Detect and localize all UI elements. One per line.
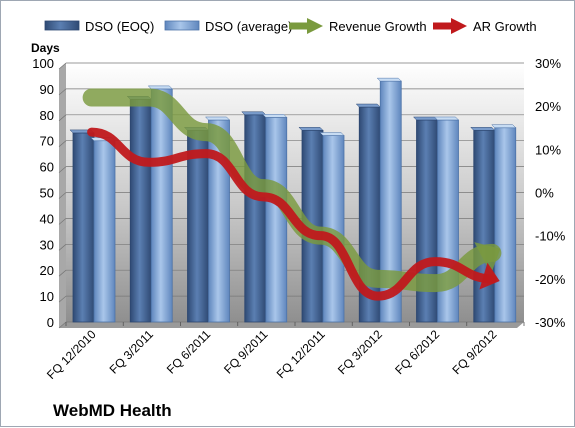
line-ar-growth	[87, 127, 497, 301]
gridline-edge	[58, 88, 67, 96]
x-axis-categories: FQ 12/2010 FQ 3/2011 FQ 6/2011 FQ 9/2011 FQ …	[44, 327, 500, 382]
y-tick-label: 70	[40, 134, 54, 149]
bar-top-dso-eoq	[298, 127, 324, 131]
legend-label-dso-average: DSO (average)	[205, 19, 292, 34]
lines-layer	[82, 88, 502, 301]
bar-dso-eoq	[473, 129, 496, 323]
x-category-label: FQ 12/2011	[274, 327, 328, 381]
y-tick-label: 90	[40, 82, 54, 97]
y-tick-label: 0	[47, 315, 54, 330]
legend-swatch-dso-average	[164, 20, 200, 31]
gridline-edge	[58, 192, 67, 199]
y2-tick-label: 10%	[535, 142, 561, 157]
y2-tick-label: -30%	[535, 315, 566, 330]
arrowhead-revenue-growth	[474, 242, 501, 274]
y-tick-label: 100	[32, 56, 54, 71]
gridline-edge	[58, 140, 67, 147]
line-group-ar-growth	[87, 127, 500, 301]
gridline-edge	[58, 321, 67, 329]
y-tick-label: 80	[40, 108, 54, 123]
y-tick-label: 30	[40, 237, 54, 252]
bar-top-dso-eoq	[241, 111, 267, 116]
y2-tick-label: -20%	[535, 272, 566, 287]
x-category-label: FQ 3/2012	[335, 327, 385, 377]
legend: DSO (EOQ) DSO (average) Revenue Growth A…	[44, 18, 537, 34]
bar-top-dso-average	[376, 77, 402, 82]
x-category-label: FQ 12/2010	[44, 327, 99, 382]
x-category-label: FQ 6/2011	[164, 327, 214, 377]
x-category-label: FQ 6/2012	[392, 327, 442, 377]
bar-top-dso-average	[319, 132, 345, 136]
bar-top-dso-eoq	[412, 116, 439, 121]
bar-top-dso-eoq	[355, 103, 381, 108]
gridline-edge	[58, 269, 67, 277]
bar-top-dso-average	[204, 116, 231, 121]
y-axis-label: Days	[31, 41, 60, 55]
bar-top-dso-eoq	[470, 127, 496, 131]
y-axis-ticks: 0 10 20 30 40 50 60 70 80 90 100	[32, 56, 54, 330]
gridline-edge	[58, 62, 67, 70]
y-tick-label: 10	[40, 289, 54, 304]
gridline-edge	[58, 166, 67, 173]
legend-arrow-revenue-growth	[289, 18, 323, 34]
y2-tick-label: -10%	[535, 229, 566, 244]
bar-dso-eoq	[129, 98, 152, 323]
x-category-label: FQ 9/2011	[221, 327, 271, 377]
y-tick-label: 50	[40, 186, 54, 201]
bar-top-dso-average	[262, 114, 288, 118]
bar-dso-eoq	[72, 132, 95, 323]
gridline-edge	[58, 295, 67, 303]
bar-dso-average	[93, 140, 116, 323]
plot-floor	[59, 322, 524, 328]
gridline-edge	[58, 114, 67, 122]
gridline-edge	[58, 218, 67, 225]
legend-label-ar-growth: AR Growth	[473, 19, 537, 34]
y2-tick-label: 20%	[535, 99, 561, 114]
bar-dso-average	[150, 88, 173, 323]
arrowhead-ar-growth	[479, 262, 500, 290]
y-tick-label: 40	[40, 211, 54, 226]
bar-dso-average	[494, 127, 517, 323]
bar-top-dso-average	[491, 124, 517, 128]
y2-tick-label: 30%	[535, 56, 561, 71]
legend-arrow-ar-growth	[433, 18, 467, 34]
legend-label-revenue-growth: Revenue Growth	[329, 19, 427, 34]
legend-label-dso-eoq: DSO (EOQ)	[85, 19, 154, 34]
y2-axis-ticks: -30% -20% -10% 0% 10% 20% 30%	[535, 56, 566, 330]
gridline-edge	[58, 244, 67, 251]
y-tick-label: 20	[40, 263, 54, 278]
y-tick-label: 60	[40, 160, 54, 175]
bar-dso-average	[265, 116, 288, 323]
bar-dso-eoq	[244, 114, 267, 323]
y2-tick-label: 0%	[535, 186, 554, 201]
bar-top-dso-average	[433, 116, 460, 121]
legend-swatch-dso-eoq	[44, 20, 80, 31]
company-name: WebMD Health	[53, 401, 172, 420]
bar-top-dso-average	[147, 85, 173, 90]
x-category-label: FQ 3/2011	[107, 327, 157, 377]
x-category-label: FQ 9/2012	[450, 327, 500, 377]
